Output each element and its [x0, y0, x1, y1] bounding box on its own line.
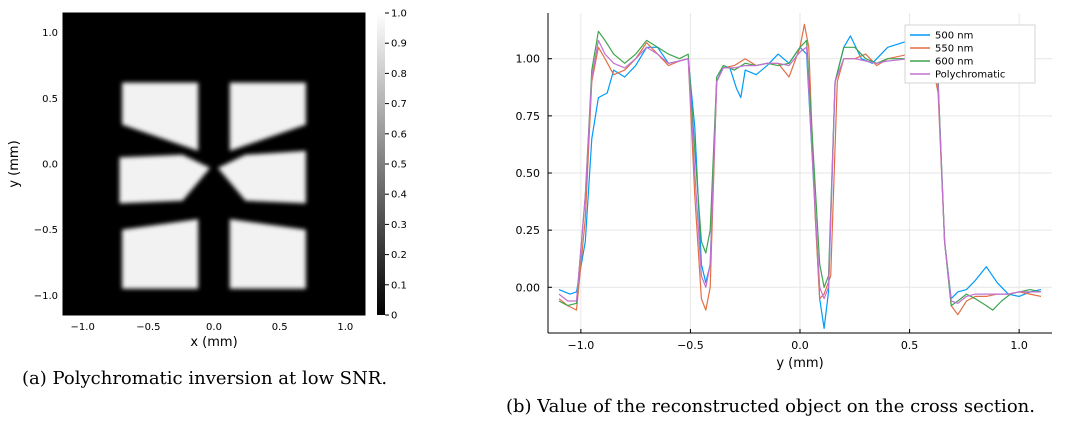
line-chart-y-tick-label: 0.00	[516, 281, 541, 294]
heatmap-y-axis-label: y (mm)	[7, 140, 22, 187]
legend-label: 500 nm	[935, 31, 973, 42]
legend-label: 600 nm	[935, 57, 973, 68]
line-chart-y-tick-label: 0.50	[516, 167, 541, 180]
heatmap-y-ticks: −1.0 −0.5 0.0 0.5 1.0	[34, 28, 67, 302]
colorbar-tick-label: 0.7	[391, 99, 407, 110]
object-region-4	[217, 150, 306, 204]
colorbar-tick-label: 0.3	[391, 220, 407, 231]
legend-label: 550 nm	[935, 44, 973, 55]
heatmap-x-axis-label: x (mm)	[190, 335, 237, 350]
heatmap-y-tick-label: −0.5	[34, 225, 58, 236]
colorbar	[377, 13, 385, 315]
colorbar-tick-label: 0	[391, 311, 397, 322]
line-chart-x-tick-label: 1.0	[1010, 339, 1028, 352]
line-chart-x-ticks: −1.0 −0.5 0.0 0.5 1.0	[568, 329, 1028, 352]
heatmap-y-tick-label: −1.0	[34, 291, 58, 302]
line-chart-x-tick-label: 0.0	[791, 339, 809, 352]
colorbar-tick-label: 0.2	[391, 250, 407, 261]
heatmap-x-tick-label: −1.0	[71, 322, 95, 333]
object-region-6	[229, 219, 306, 289]
series-line-3	[558, 30, 1042, 311]
heatmap-y-tick-label: 0.5	[42, 94, 58, 105]
line-chart-x-tick-label: −1.0	[568, 339, 595, 352]
object-region-2	[229, 82, 306, 151]
line-chart-legend: 500 nm 550 nm 600 nm Polychromatic	[904, 24, 1036, 84]
line-chart-x-axis-label: y (mm)	[776, 356, 823, 371]
caption-b: (b) Value of the reconstructed object on…	[506, 396, 1035, 417]
colorbar-tick-label: 0.5	[391, 160, 407, 171]
caption-a: (a) Polychromatic inversion at low SNR.	[22, 368, 388, 389]
series-line-4	[558, 39, 1041, 304]
line-chart-y-tick-label: 0.25	[516, 224, 541, 237]
line-chart-panel: −1.0 −0.5 0.0 0.5 1.0 0.00 0.25 0.50 0.75 1.00 y…	[516, 13, 1052, 371]
line-chart-y-tick-label: 0.75	[516, 110, 541, 123]
heatmap-x-tick-label: −0.5	[136, 322, 160, 333]
heatmap-plot-area	[63, 13, 365, 315]
line-chart-series	[558, 23, 1042, 329]
object-region-3	[119, 154, 211, 204]
heatmap-y-tick-label: 1.0	[42, 28, 58, 39]
colorbar-tick-label: 0.6	[391, 129, 407, 140]
heatmap-object	[119, 82, 306, 289]
heatmap-x-ticks: −1.0 −0.5 0.0 0.5 1.0	[71, 311, 353, 333]
colorbar-tick-label: 1.0	[391, 9, 407, 20]
line-chart-x-tick-label: 0.5	[901, 339, 919, 352]
colorbar-tick-label: 0.4	[391, 190, 407, 201]
line-chart-x-tick-label: −0.5	[677, 339, 704, 352]
heatmap-x-tick-label: 1.0	[337, 322, 353, 333]
heatmap-panel: −1.0 −0.5 0.0 0.5 1.0 −1.0 −0.5 0.0 0.5 1.0 x (m…	[7, 9, 407, 351]
line-chart-y-tick-label: 1.00	[516, 53, 541, 66]
colorbar-tick-label: 0.9	[391, 39, 407, 50]
heatmap-x-tick-label: 0.0	[206, 322, 222, 333]
legend-label: Polychromatic	[935, 70, 1005, 81]
colorbar-tick-label: 0.8	[391, 69, 407, 80]
object-region-1	[122, 82, 199, 151]
heatmap-x-tick-label: 0.5	[272, 322, 288, 333]
heatmap-y-tick-label: 0.0	[42, 160, 58, 171]
line-chart-y-ticks: 0.00 0.25 0.50 0.75 1.00	[516, 53, 552, 294]
colorbar-tick-label: 0.1	[391, 280, 407, 291]
object-region-5	[122, 219, 199, 289]
colorbar-ticks: 0 0.1 0.2 0.3 0.4 0.5 0.6 0.7 0.8 0.9 1.0	[385, 9, 407, 322]
